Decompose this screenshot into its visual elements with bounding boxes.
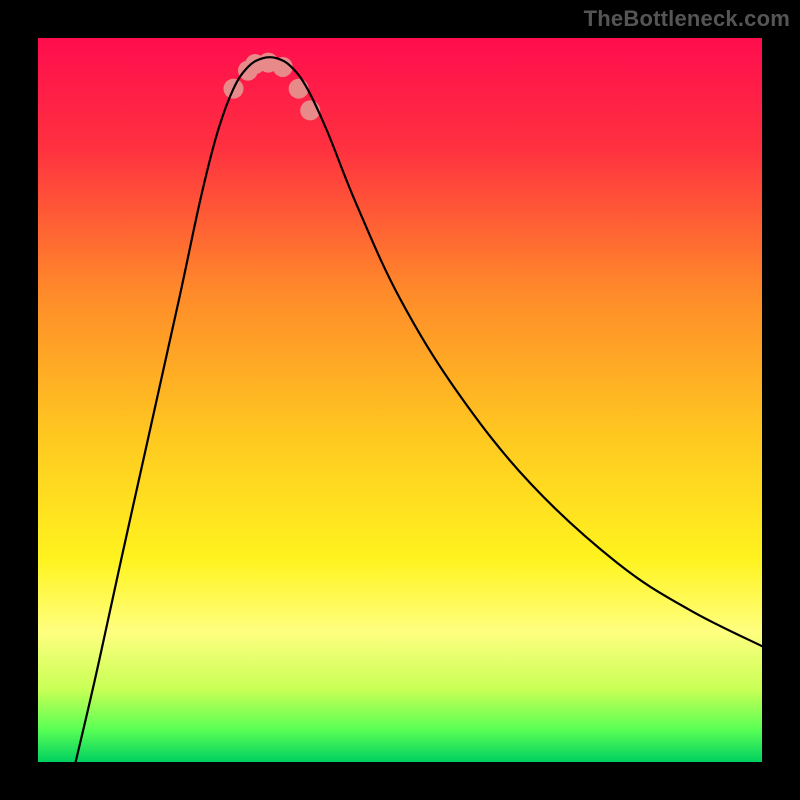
canvas: TheBottleneck.com bbox=[0, 0, 800, 800]
gradient-background bbox=[38, 38, 762, 762]
plot-area bbox=[38, 38, 762, 762]
watermark: TheBottleneck.com bbox=[584, 6, 790, 32]
